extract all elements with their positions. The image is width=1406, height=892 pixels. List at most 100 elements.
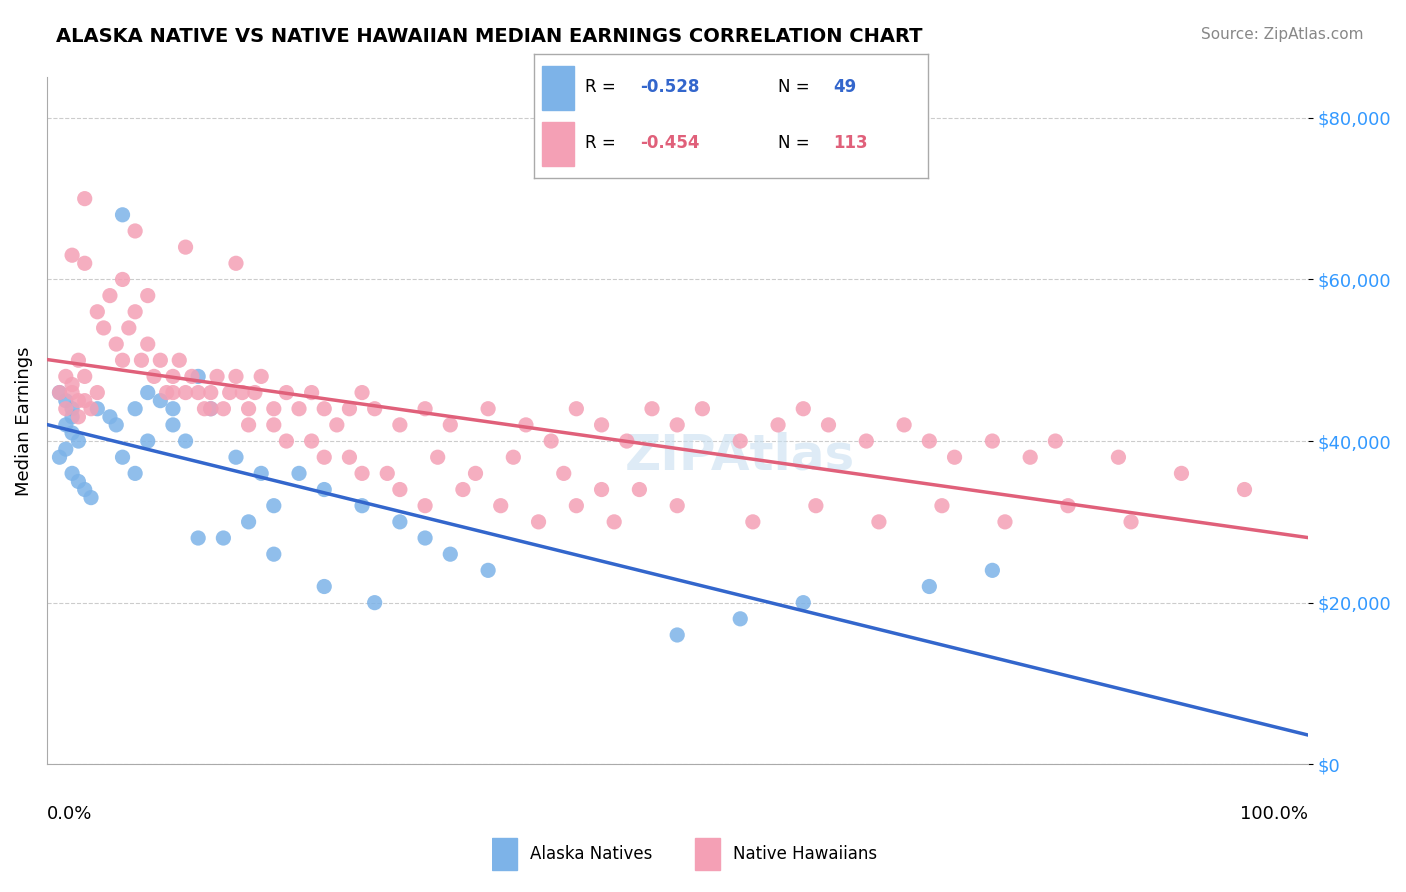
Point xyxy=(439,547,461,561)
Point xyxy=(60,377,83,392)
Point xyxy=(149,353,172,368)
Point xyxy=(766,417,789,432)
Point xyxy=(666,499,689,513)
Point xyxy=(515,417,537,432)
Point xyxy=(73,393,96,408)
Point xyxy=(276,385,298,400)
Point xyxy=(60,467,83,481)
Point xyxy=(339,450,361,465)
Point xyxy=(225,256,247,270)
Point xyxy=(352,467,374,481)
Point xyxy=(93,321,115,335)
Point xyxy=(86,305,108,319)
Point xyxy=(553,467,575,481)
Point xyxy=(477,563,499,577)
Text: R =: R = xyxy=(585,135,621,153)
Point xyxy=(105,417,128,432)
Point xyxy=(187,531,209,545)
Text: 49: 49 xyxy=(834,78,856,96)
Point xyxy=(60,385,83,400)
Bar xyxy=(695,838,720,871)
Text: 100.0%: 100.0% xyxy=(1240,805,1308,823)
Point xyxy=(477,401,499,416)
Point xyxy=(136,337,159,351)
Text: Source: ZipAtlas.com: Source: ZipAtlas.com xyxy=(1201,27,1364,42)
Point xyxy=(67,475,90,489)
Point xyxy=(60,425,83,440)
Point xyxy=(73,192,96,206)
Point xyxy=(352,499,374,513)
Point xyxy=(666,417,689,432)
Point xyxy=(616,434,638,448)
Point xyxy=(1119,515,1142,529)
Point xyxy=(187,369,209,384)
Point xyxy=(48,385,70,400)
Point xyxy=(263,401,285,416)
Point xyxy=(502,450,524,465)
Text: 113: 113 xyxy=(834,135,868,153)
Point xyxy=(200,385,222,400)
Point xyxy=(86,401,108,416)
Point xyxy=(1170,467,1192,481)
Point xyxy=(314,401,336,416)
Point xyxy=(55,401,77,416)
Point xyxy=(451,483,474,497)
Point xyxy=(205,369,228,384)
Point xyxy=(276,434,298,448)
Point xyxy=(489,499,512,513)
Point xyxy=(817,417,839,432)
Point xyxy=(73,369,96,384)
Bar xyxy=(543,122,574,166)
Point xyxy=(136,385,159,400)
Point xyxy=(641,401,664,416)
Point xyxy=(388,417,411,432)
Point xyxy=(728,434,751,448)
Point xyxy=(174,240,197,254)
Point xyxy=(263,499,285,513)
Point xyxy=(943,450,966,465)
Point xyxy=(48,385,70,400)
Point xyxy=(301,434,323,448)
Point xyxy=(80,491,103,505)
Text: Native Hawaiians: Native Hawaiians xyxy=(733,845,877,863)
Point xyxy=(86,385,108,400)
Point xyxy=(60,409,83,424)
Point xyxy=(98,288,121,302)
Point xyxy=(314,483,336,497)
Point xyxy=(118,321,141,335)
Point xyxy=(98,409,121,424)
Point xyxy=(238,401,260,416)
Point xyxy=(167,353,190,368)
Point xyxy=(250,467,273,481)
Point xyxy=(1045,434,1067,448)
Point xyxy=(352,385,374,400)
Point xyxy=(628,483,651,497)
Point xyxy=(212,401,235,416)
Text: ZIPAtlas: ZIPAtlas xyxy=(626,431,855,479)
Text: N =: N = xyxy=(779,135,815,153)
Point xyxy=(388,483,411,497)
Point xyxy=(105,337,128,351)
Point xyxy=(1057,499,1080,513)
Point xyxy=(187,385,209,400)
Point xyxy=(413,499,436,513)
Point xyxy=(124,305,146,319)
Point xyxy=(339,401,361,416)
Point xyxy=(363,401,385,416)
Point xyxy=(60,401,83,416)
Point xyxy=(792,596,814,610)
Point xyxy=(212,531,235,545)
Point xyxy=(67,393,90,408)
Point xyxy=(868,515,890,529)
Point xyxy=(225,450,247,465)
Point xyxy=(288,401,311,416)
Point xyxy=(67,409,90,424)
Y-axis label: Median Earnings: Median Earnings xyxy=(15,346,32,496)
Point xyxy=(149,393,172,408)
Point xyxy=(527,515,550,529)
Point xyxy=(156,385,179,400)
Point xyxy=(918,580,941,594)
Point xyxy=(314,450,336,465)
Point xyxy=(218,385,240,400)
Point xyxy=(67,434,90,448)
